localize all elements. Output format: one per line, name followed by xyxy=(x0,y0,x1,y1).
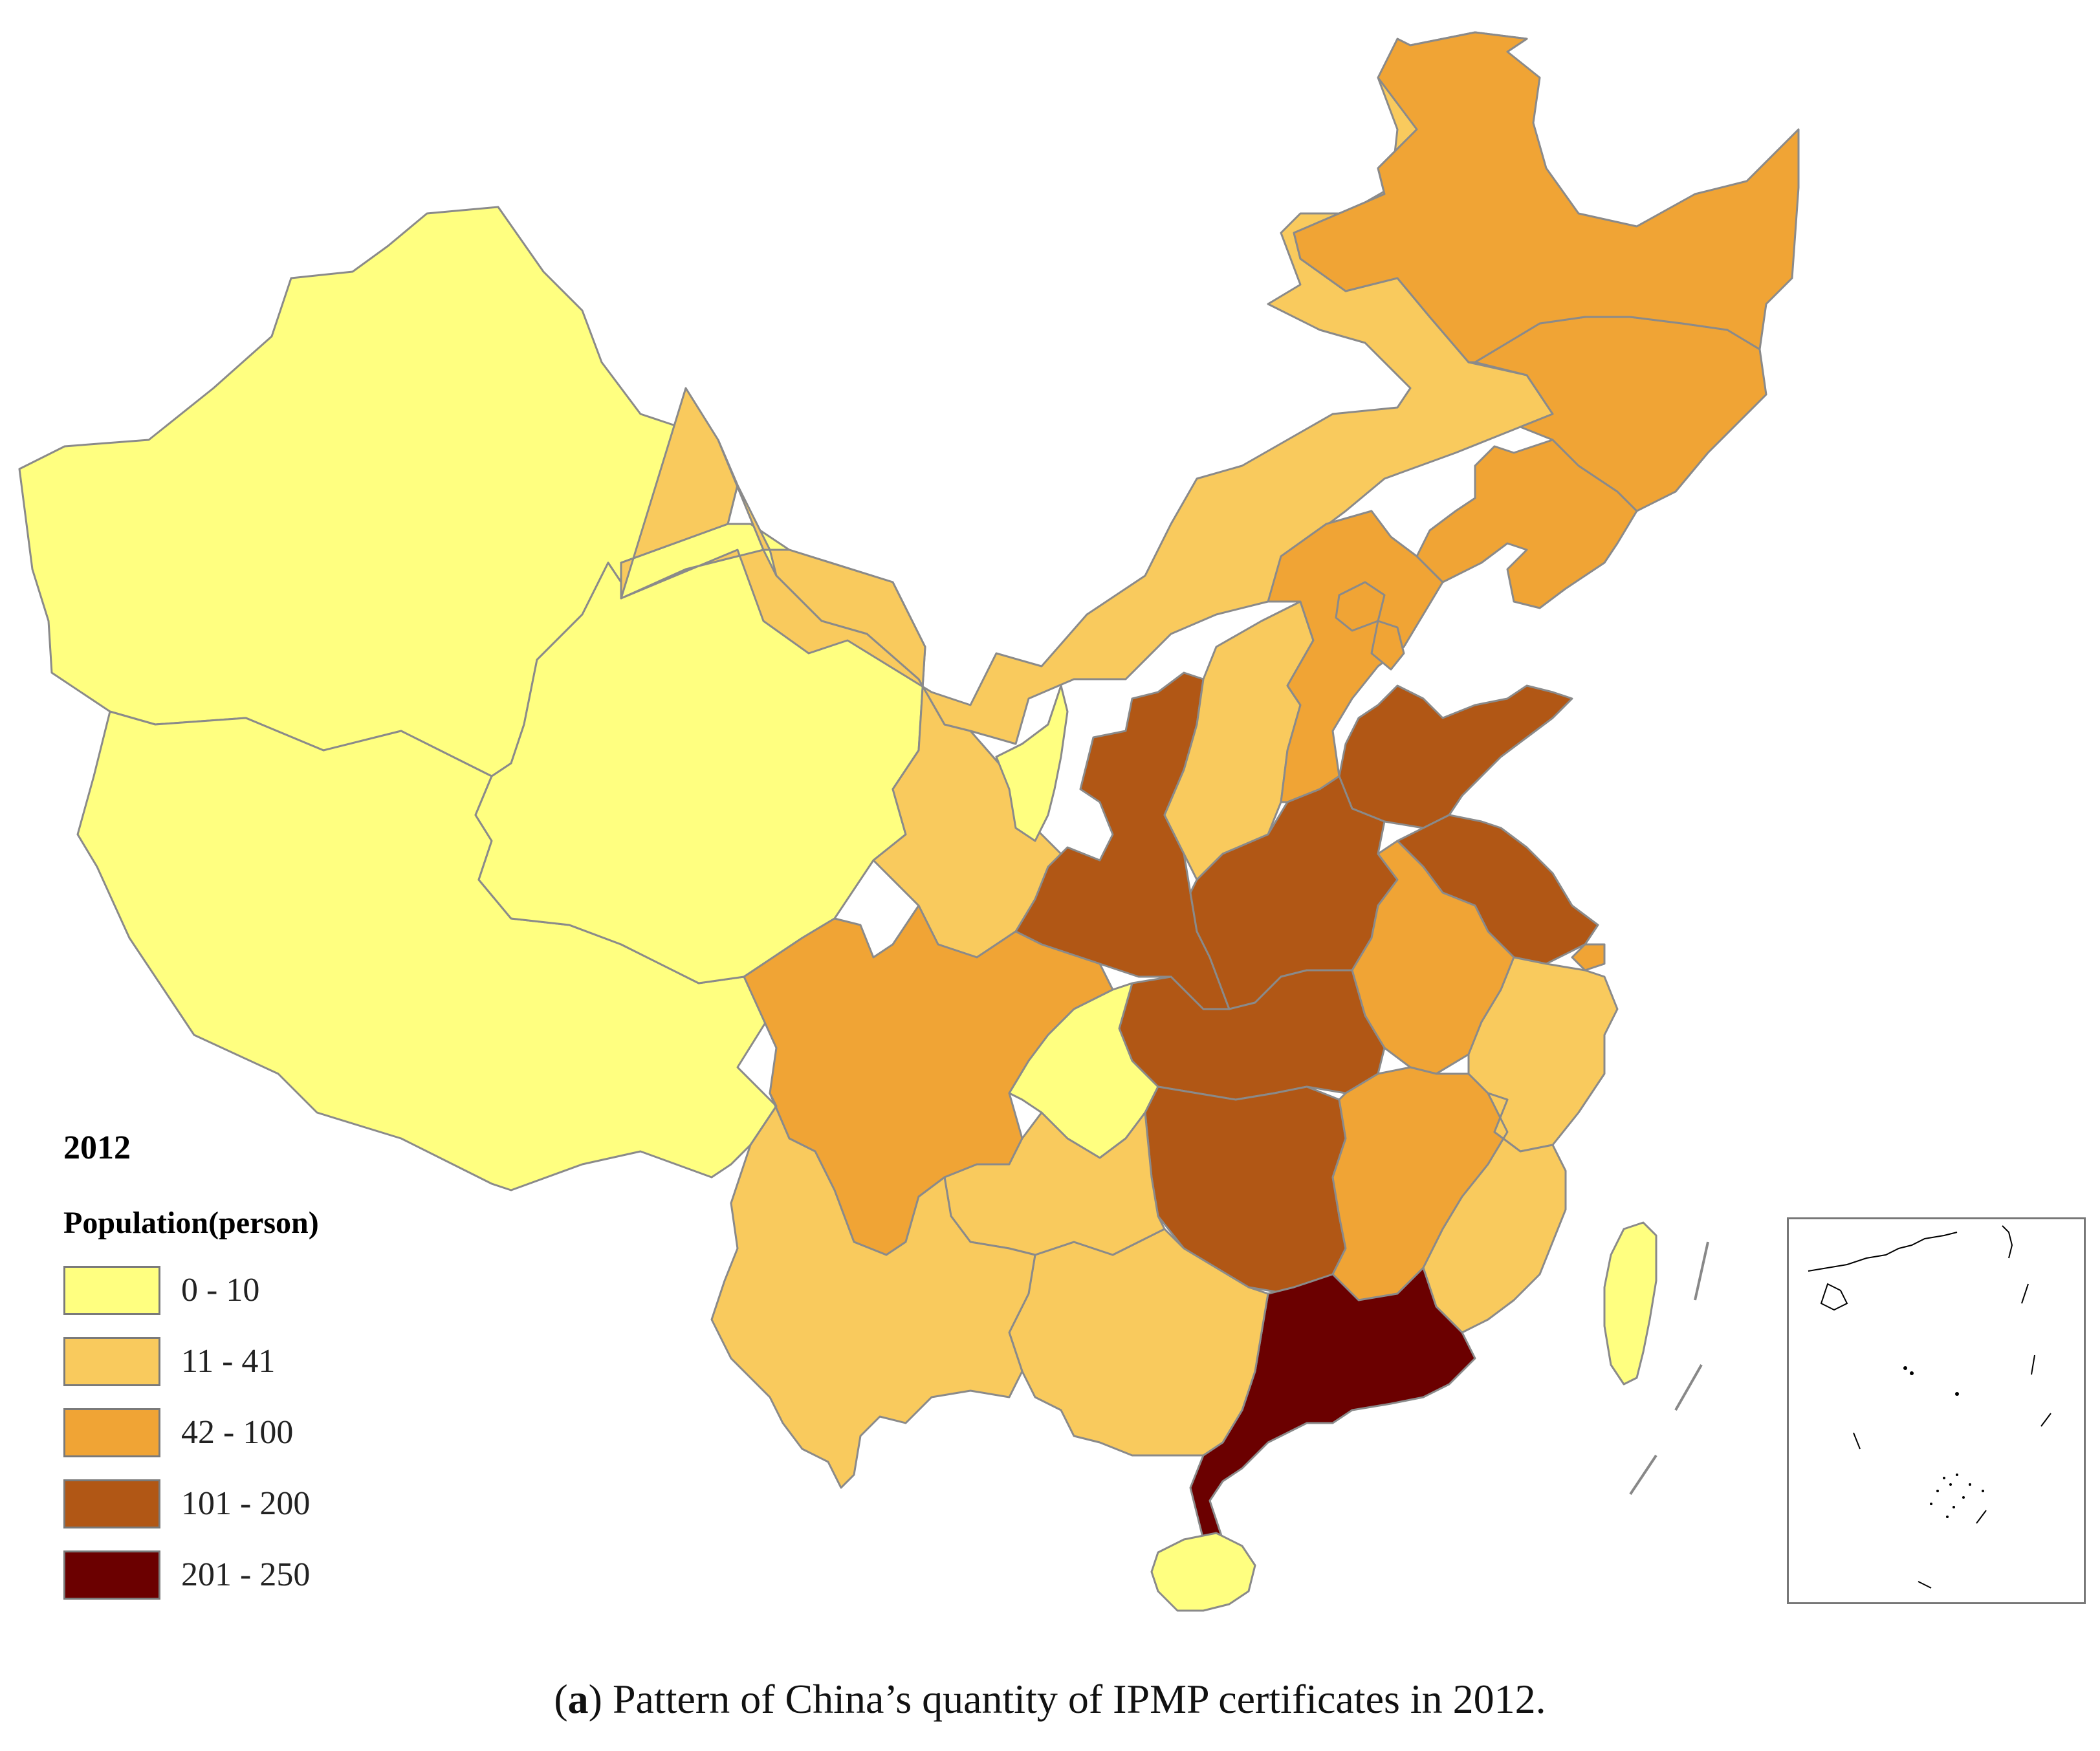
inset-island xyxy=(1946,1516,1949,1518)
legend-swatch xyxy=(63,1550,160,1600)
caption-text: ) Pattern of China’s quantity of IPMP ce… xyxy=(588,1676,1546,1722)
inset-island xyxy=(1943,1477,1945,1479)
inset-coastline xyxy=(1820,1283,1848,1311)
sea-boundary-lines xyxy=(1629,1241,1709,1495)
inset-island xyxy=(1982,1490,1984,1492)
legend-item: 11 - 41 xyxy=(63,1337,516,1390)
caption-prefix: ( xyxy=(554,1676,568,1722)
inset-island xyxy=(1936,1490,1939,1492)
inset-island xyxy=(1955,1392,1959,1396)
legend-swatch xyxy=(63,1408,160,1457)
legend-label: 201 - 250 xyxy=(181,1556,311,1593)
map-legend: 2012 Population(person) 0 - 10 11 - 41 4… xyxy=(63,1129,516,1620)
inset-coastline xyxy=(1808,1232,1958,1272)
south-china-sea-inset xyxy=(1787,1217,2086,1604)
boundary-dash xyxy=(1674,1364,1703,1411)
inset-dash xyxy=(1918,1581,1932,1589)
province-heilongjiang xyxy=(1293,31,1800,364)
inset-island xyxy=(1930,1503,1932,1505)
inset-island xyxy=(1962,1496,1965,1499)
legend-label: 42 - 100 xyxy=(181,1414,294,1451)
legend-label: 0 - 10 xyxy=(181,1272,260,1309)
legend-item: 42 - 100 xyxy=(63,1408,516,1461)
inset-dash xyxy=(2031,1354,2035,1375)
inset-island xyxy=(1903,1366,1907,1370)
inset-map xyxy=(1808,1225,2051,1589)
figure-caption: (a) Pattern of China’s quantity of IPMP … xyxy=(0,1675,2100,1723)
legend-title: Population(person) xyxy=(63,1206,319,1240)
legend-swatch xyxy=(63,1266,160,1315)
inset-island xyxy=(1956,1474,1958,1476)
legend-year: 2012 xyxy=(63,1129,131,1166)
province-taiwan xyxy=(1603,1221,1657,1386)
boundary-dash xyxy=(1694,1241,1709,1301)
legend-label: 101 - 200 xyxy=(181,1485,311,1522)
legend-swatch xyxy=(63,1479,160,1528)
province-shanghai xyxy=(1571,943,1606,972)
inset-dash xyxy=(1976,1510,1987,1524)
inset-coastline xyxy=(2002,1225,2013,1259)
province-ningxia xyxy=(995,684,1069,842)
provinces-layer xyxy=(18,31,1800,1612)
province-hainan xyxy=(1150,1532,1256,1612)
legend-item: 201 - 250 xyxy=(63,1550,516,1604)
inset-island xyxy=(1952,1506,1955,1508)
inset-island xyxy=(1969,1483,1971,1486)
province-shandong xyxy=(1338,684,1573,829)
province-hebei xyxy=(1267,510,1444,803)
boundary-dash xyxy=(1629,1454,1657,1495)
inset-dash xyxy=(1853,1432,1861,1450)
legend-swatch xyxy=(63,1337,160,1386)
inset-dash xyxy=(2021,1283,2029,1304)
province-liaoning xyxy=(1416,439,1638,609)
inset-island xyxy=(1910,1371,1914,1375)
caption-letter: a xyxy=(567,1676,589,1722)
province-yunnan xyxy=(710,1092,1036,1489)
inset-dash xyxy=(2040,1413,2051,1427)
inset-island xyxy=(1949,1483,1952,1486)
legend-item: 101 - 200 xyxy=(63,1479,516,1532)
legend-item: 0 - 10 xyxy=(63,1266,516,1319)
province-tianjin xyxy=(1370,620,1405,671)
province-fujian xyxy=(1422,1092,1567,1334)
legend-label: 11 - 41 xyxy=(181,1343,276,1380)
